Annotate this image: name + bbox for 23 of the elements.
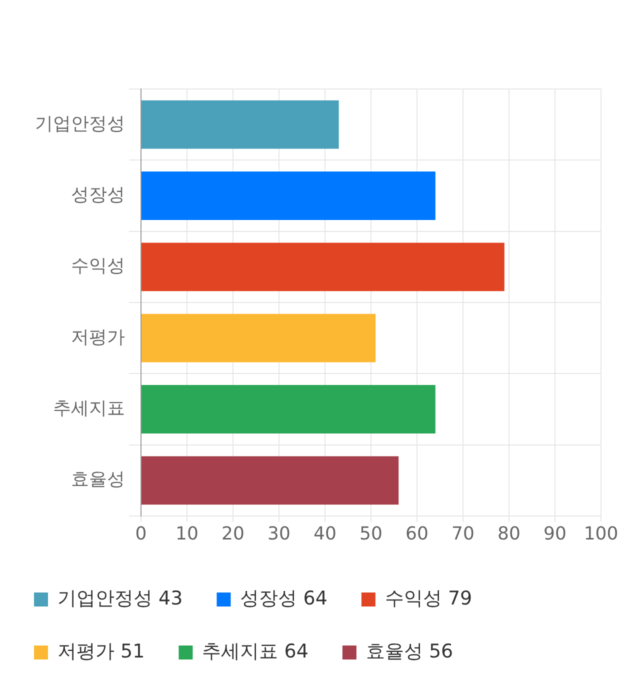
x-tick-label: 90 [544, 523, 566, 544]
x-tick-label: 50 [360, 523, 382, 544]
x-tick-label: 70 [452, 523, 474, 544]
legend-label: 성장성 64 [240, 587, 328, 610]
legend-label: 추세지표 64 [202, 640, 308, 662]
x-tick-label: 60 [406, 523, 428, 544]
y-tick-label: 추세지표 [53, 398, 125, 419]
y-tick-label: 성장성 [71, 184, 125, 206]
legend-label: 효율성 56 [366, 640, 454, 662]
x-tick-label: 10 [176, 523, 198, 544]
y-tick-label: 효율성 [71, 469, 125, 490]
legend-label: 기업안정성 43 [58, 587, 183, 610]
legend-label: 수익성 79 [384, 587, 472, 610]
y-tick-label: 기업안정성 [35, 113, 125, 134]
x-tick-label: 0 [135, 523, 147, 544]
legend-label: 저평가 51 [58, 640, 145, 662]
x-tick-label: 40 [314, 523, 336, 544]
x-tick-label: 30 [268, 523, 290, 544]
y-tick-label: 수익성 [71, 256, 125, 277]
y-tick-label: 저평가 [71, 326, 125, 348]
x-tick-label: 20 [222, 523, 244, 544]
x-tick-label: 100 [584, 523, 618, 544]
x-tick-label: 80 [498, 523, 520, 544]
